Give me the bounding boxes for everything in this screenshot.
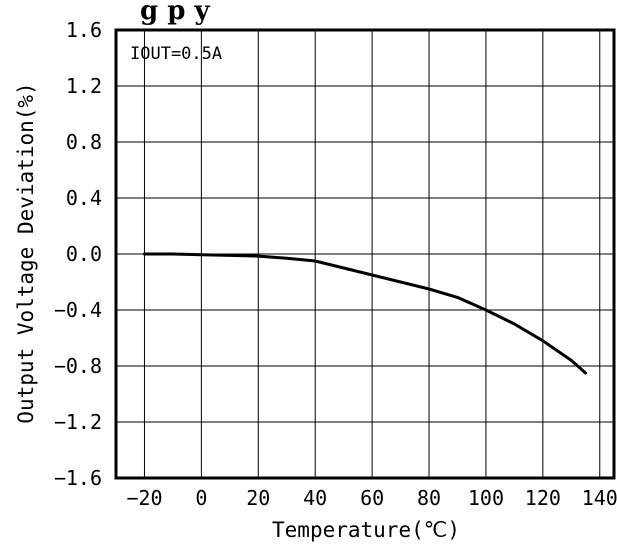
y-tick-label: 0.8	[66, 130, 102, 154]
x-tick-label: 0	[195, 486, 207, 510]
tick-labels: −20 0 20 40 60 80 100 120 140 1.6 1.2 0.8 0.4 0.0 −0.4…	[54, 18, 617, 510]
x-tick-label: 120	[525, 486, 561, 510]
plot-frame	[114, 28, 616, 480]
x-tick-label: 60	[360, 486, 384, 510]
x-tick-label: 80	[417, 486, 441, 510]
y-tick-label: 0.0	[66, 242, 102, 266]
y-axis-label: Output Voltage Deviation(%)	[14, 82, 38, 423]
series-group	[143, 252, 587, 375]
y-tick-label: −1.6	[54, 466, 102, 490]
y-tick-label: −0.8	[54, 354, 102, 378]
annotation-iout: IOUT=0.5A	[130, 44, 222, 64]
y-tick-label: 0.4	[66, 186, 102, 210]
y-tick-label: −0.4	[54, 298, 102, 322]
chart-title-fragment: g p y	[140, 0, 210, 26]
x-tick-label: −20	[126, 486, 162, 510]
x-tick-label: 40	[303, 486, 327, 510]
y-tick-label: 1.2	[66, 74, 102, 98]
x-tick-label: 20	[246, 486, 270, 510]
x-tick-label: 140	[582, 486, 617, 510]
y-tick-label: 1.6	[66, 18, 102, 42]
series-line	[143, 252, 587, 375]
x-tick-label: 100	[468, 486, 504, 510]
y-tick-label: −1.2	[54, 410, 102, 434]
x-axis-label: Temperature(℃)	[272, 518, 460, 542]
